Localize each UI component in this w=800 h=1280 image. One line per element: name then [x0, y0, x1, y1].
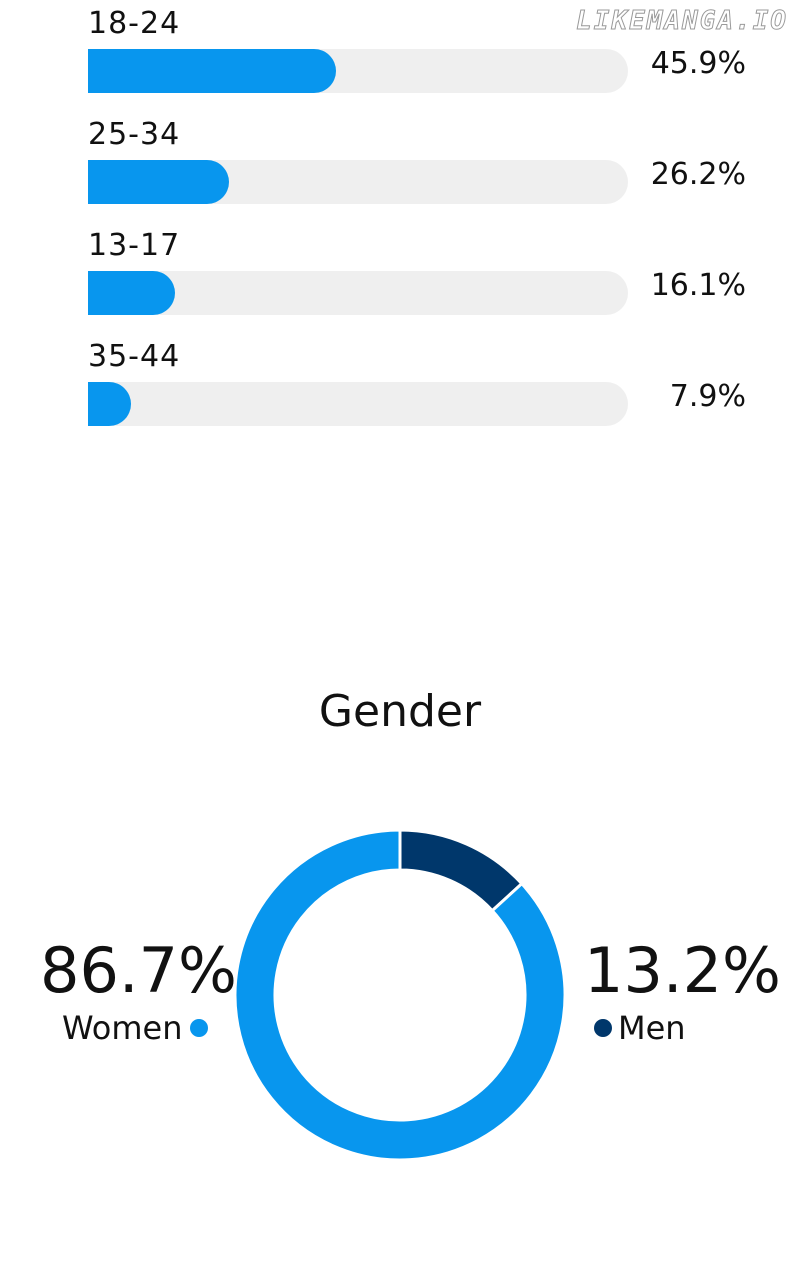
- age-bar-fill: [88, 382, 131, 426]
- men-legend: Men: [594, 1008, 686, 1048]
- age-bar-value: 26.2%: [650, 157, 746, 192]
- men-legend-label: Men: [618, 1009, 686, 1047]
- watermark: LIKEMANGA.IO: [576, 6, 788, 37]
- age-bar-value: 45.9%: [650, 46, 746, 81]
- gender-chart-title: Gender: [318, 686, 482, 737]
- age-bar-track: [88, 382, 628, 426]
- age-bar-row: 13-17 16.1%: [88, 228, 788, 328]
- women-percent: 86.7%: [40, 934, 237, 1007]
- age-bar-label: 13-17: [88, 228, 181, 263]
- age-bar-label: 18-24: [88, 6, 181, 41]
- women-legend-label: Women: [62, 1009, 183, 1047]
- age-bar-track: [88, 271, 628, 315]
- age-bar-fill: [88, 160, 230, 204]
- donut-slice-women: [233, 828, 567, 1162]
- age-bar-value: 16.1%: [650, 268, 746, 303]
- age-bar-fill: [88, 49, 336, 93]
- age-bar-row: 25-34 26.2%: [88, 117, 788, 217]
- age-bar-fill: [88, 271, 175, 315]
- age-bar-label: 25-34: [88, 117, 181, 152]
- age-bar-row: 18-24 45.9%: [88, 6, 788, 106]
- gender-donut-chart: [233, 828, 567, 1162]
- men-percent: 13.2%: [584, 934, 781, 1007]
- age-bar-value: 7.9%: [669, 379, 746, 414]
- age-bar-track: [88, 49, 628, 93]
- age-bar-row: 35-44 7.9%: [88, 339, 788, 439]
- women-legend-dot: [190, 1019, 209, 1037]
- women-legend: Women: [62, 1008, 209, 1048]
- age-bar-track: [88, 160, 628, 204]
- men-legend-dot: [594, 1019, 612, 1037]
- age-bar-label: 35-44: [88, 339, 181, 374]
